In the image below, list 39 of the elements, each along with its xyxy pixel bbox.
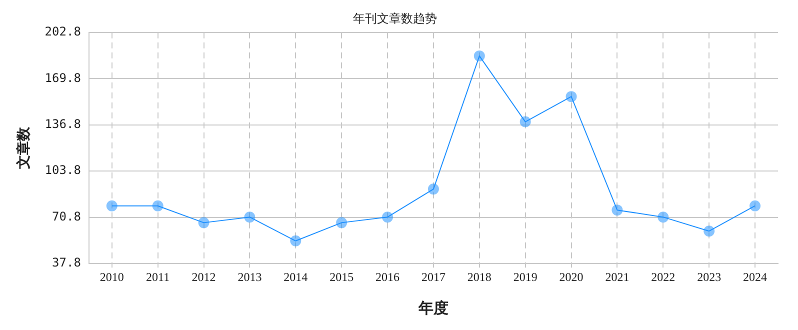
x-tick-label: 2021: [605, 270, 630, 284]
point: [658, 212, 669, 223]
point: [244, 212, 256, 223]
point: [198, 217, 210, 228]
x-tick-label: 2018: [467, 270, 492, 284]
x-tick-label: 2012: [192, 270, 216, 284]
x-tick-label: 2011: [146, 270, 170, 284]
point: [566, 91, 577, 102]
y-tick-label: 202.8: [44, 24, 81, 39]
y-axis-title: 文章数: [15, 126, 32, 170]
x-tick-label: 2023: [697, 270, 722, 284]
x-tick-label: 2010: [100, 270, 124, 284]
chart-title: 年刊文章数趋势: [353, 11, 437, 26]
x-tick-label: 2013: [238, 270, 262, 284]
x-axis-title: 年度: [417, 298, 448, 317]
point: [336, 217, 348, 228]
x-tick-label: 2017: [421, 270, 446, 284]
point: [290, 235, 302, 246]
x-tick-label: 2019: [513, 270, 538, 284]
point: [106, 200, 118, 212]
x-tick-label: 2022: [651, 270, 676, 284]
x-tick-label: 2020: [559, 270, 584, 284]
y-tick-label: 169.8: [44, 70, 81, 85]
y-tick-label: 103.8: [44, 163, 81, 178]
point: [750, 200, 761, 212]
x-tick-label: 2015: [330, 270, 354, 284]
y-tick-label: 37.8: [52, 256, 81, 270]
x-tick-label: 2024: [743, 270, 768, 284]
point: [612, 204, 623, 216]
point: [520, 116, 531, 128]
point: [428, 184, 439, 195]
point: [474, 50, 485, 62]
y-tick-label: 136.8: [44, 117, 81, 132]
point: [704, 226, 715, 237]
x-tick-label: 2014: [284, 270, 308, 284]
x-tick-label: 2016: [376, 270, 400, 284]
y-tick-label: 70.8: [52, 209, 81, 224]
point: [152, 200, 164, 212]
point: [382, 212, 394, 223]
